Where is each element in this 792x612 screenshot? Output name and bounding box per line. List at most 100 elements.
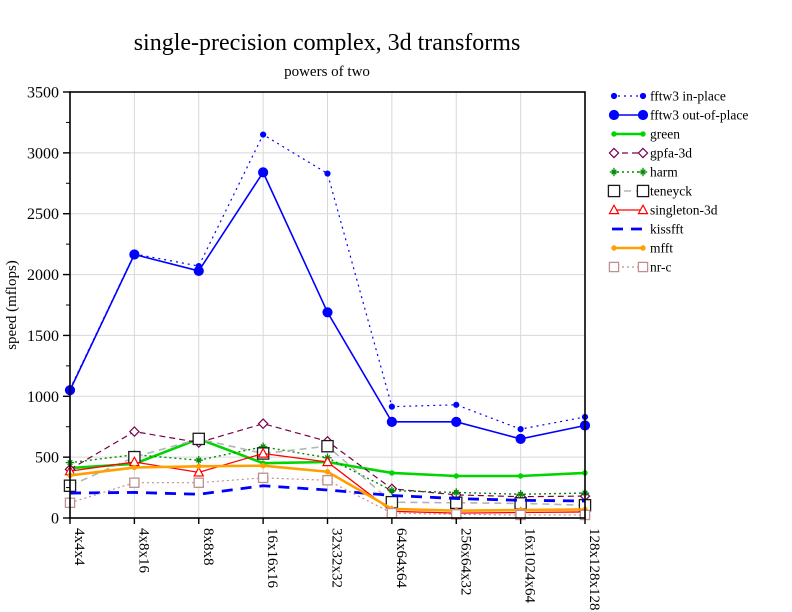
marker-circle [608, 109, 620, 121]
marker-square [257, 472, 269, 484]
marker-triangle [608, 203, 620, 215]
legend-layer: fftw3 in-place fftw3 out-of-place green gpf… [607, 89, 748, 275]
marker-triangle [257, 447, 269, 458]
x-category-label: 256x64x32 [457, 528, 473, 596]
marker-circle [324, 469, 331, 475]
x-category-label: 4x4x4 [71, 528, 87, 566]
y-axis-label: speed (mflops) [4, 260, 20, 350]
y-tick-label: 500 [35, 450, 59, 467]
marker-star-spoke [517, 491, 524, 498]
marker-circle [637, 109, 649, 121]
marker-square [636, 184, 650, 198]
marker-square [608, 261, 620, 273]
marker-circle [451, 416, 462, 427]
series-kissfft [69, 484, 586, 503]
legend-item: harm [609, 165, 678, 180]
marker-circle [640, 131, 646, 137]
marker-square [192, 432, 205, 446]
marker-circle [453, 401, 460, 408]
y-tick-label: 0 [51, 511, 59, 528]
marker-square [607, 184, 621, 198]
legend-label: fftw3 out-of-place [650, 108, 748, 123]
marker-star-spoke [611, 169, 617, 175]
y-tick-label: 3000 [27, 145, 59, 162]
marker-circle [324, 170, 331, 177]
chart-subtitle: powers of two [284, 64, 370, 80]
legend-item: green [611, 127, 680, 142]
marker-circle [258, 167, 269, 178]
marker-circle [260, 462, 266, 469]
y-tick-label: 3500 [27, 85, 59, 102]
marker-diamond [637, 147, 649, 159]
marker-circle [389, 470, 395, 476]
marker-triangle [637, 203, 649, 215]
marker-circle [639, 92, 647, 100]
marker-circle [260, 131, 267, 138]
y-tick-label: 2500 [27, 206, 59, 223]
series-line [69, 484, 586, 503]
legend-label: teneyck [650, 184, 692, 199]
marker-square [193, 477, 204, 488]
marker-triangle [321, 455, 334, 467]
legend-item: nr-c [608, 260, 671, 275]
legend-label: nr-c [650, 260, 671, 275]
marker-square [386, 507, 398, 519]
series-layer [63, 131, 592, 521]
marker-diamond [608, 147, 620, 159]
axis-layer: 0 500 1000 1500 2000 2500 3000 3500 4x4x4 4x8x16 8… [27, 85, 602, 611]
marker-triangle [193, 466, 205, 477]
marker-circle [517, 426, 524, 433]
legend-label: gpfa-3d [650, 146, 692, 161]
marker-circle [131, 464, 138, 471]
marker-circle [196, 463, 202, 469]
y-tick-label: 1500 [27, 328, 59, 345]
legend-label: harm [650, 165, 678, 180]
x-category-label: 4x8x16 [135, 528, 151, 574]
legend-label: kissfft [650, 222, 684, 237]
series-fftw3-out-of-place [64, 167, 591, 444]
marker-circle [515, 433, 526, 444]
marker-star-spoke [195, 457, 202, 463]
y-tick-label: 1000 [27, 389, 59, 406]
marker-circle [388, 403, 395, 410]
marker-circle [322, 307, 333, 318]
x-category-label: 16x16x16 [264, 528, 280, 589]
legend-label: green [650, 127, 680, 142]
legend-item: kissfft [612, 222, 684, 237]
legend-item: mfft [611, 241, 673, 256]
marker-diamond [257, 418, 269, 430]
x-category-label: 64x64x64 [393, 528, 409, 589]
marker-square [321, 439, 334, 453]
legend-item: teneyck [607, 184, 692, 199]
y-tick-label: 2000 [27, 267, 59, 284]
legend-item: fftw3 out-of-place [608, 108, 748, 123]
x-category-label: 128x128x128 [586, 528, 602, 611]
marker-circle [386, 416, 397, 427]
legend-item: singleton-3d [608, 203, 718, 218]
legend-item: fftw3 in-place [610, 89, 726, 104]
legend-label: fftw3 in-place [650, 89, 726, 104]
legend-label: singleton-3d [650, 203, 718, 218]
marker-star-spoke [453, 489, 460, 496]
legend-label: mfft [650, 241, 673, 256]
marker-circle [640, 245, 646, 251]
marker-star-spoke [389, 487, 395, 494]
marker-square [322, 475, 333, 486]
marker-circle [129, 249, 140, 260]
marker-diamond [128, 426, 140, 438]
legend-item: gpfa-3d [608, 146, 692, 161]
marker-square [129, 477, 140, 488]
x-category-label: 16x1024x64 [522, 528, 538, 604]
marker-circle [193, 265, 204, 277]
marker-circle [610, 92, 618, 100]
chart-title: single-precision complex, 3d transforms [134, 30, 521, 56]
marker-circle [517, 473, 524, 479]
marker-circle [453, 473, 459, 479]
marker-star-spoke [640, 169, 646, 175]
marker-square [637, 261, 649, 273]
marker-circle [611, 245, 617, 251]
x-category-label: 8x8x8 [200, 528, 216, 566]
x-category-label: 32x32x32 [329, 528, 345, 588]
